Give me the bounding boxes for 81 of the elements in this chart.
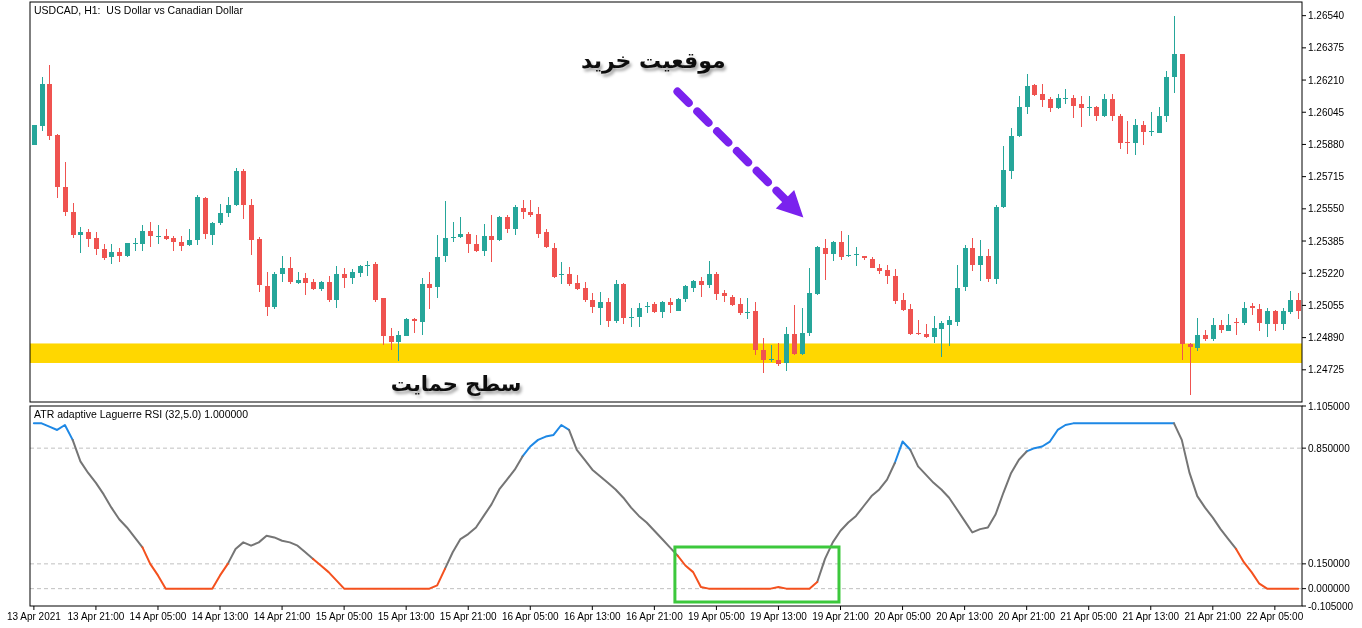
candlestick [629,307,634,328]
candlestick [769,344,774,362]
candlestick [699,276,704,297]
candlestick [939,320,944,358]
x-tick-label: 15 Apr 05:00 [315,611,373,622]
candlestick [458,217,463,238]
candlestick [117,248,122,262]
y-tick-label: 1.24725 [1308,364,1345,376]
candlestick [156,224,161,245]
x-tick-label: 21 Apr 21:00 [1184,611,1242,622]
candlestick [148,222,153,247]
candlestick [1079,95,1084,127]
y-tick-label: 1.26045 [1308,106,1345,118]
candlestick [427,272,432,309]
y-tick-label: -0.105000 [1308,600,1354,612]
candlestick [1125,120,1130,154]
x-tick-label: 13 Apr 21:00 [67,611,125,622]
candlestick [776,343,781,367]
y-tick-label: 0.850000 [1308,442,1351,454]
candlestick [78,226,83,254]
x-tick-label: 16 Apr 13:00 [563,611,622,622]
candlestick [412,318,417,333]
candlestick [1188,343,1193,395]
candlestick [1087,96,1092,116]
y-tick-label: 1.26540 [1308,10,1345,22]
candlestick [521,200,526,220]
x-tick-label: 15 Apr 21:00 [439,611,498,622]
candlestick [745,297,750,319]
y-tick-label: 1.24890 [1308,332,1345,344]
y-tick-label: 1.25715 [1308,171,1345,183]
y-tick-label: 1.25385 [1308,235,1345,247]
candlestick [854,246,859,267]
x-tick-label: 16 Apr 21:00 [626,611,684,622]
y-tick-label: 1.26375 [1308,42,1345,54]
candlestick [559,262,564,284]
x-tick-label: 19 Apr 21:00 [812,611,870,622]
y-tick-label: 1.105000 [1308,400,1351,412]
candlestick [1234,317,1239,336]
x-tick-label: 14 Apr 13:00 [191,611,249,622]
chart-title: ATR adaptive Laguerre RSI (32,5.0) 1.000000 [34,408,249,420]
candlestick [978,240,983,282]
chart-title: USDCAD, H1: US Dollar vs Canadian Dollar [34,4,244,16]
x-tick-label: 15 Apr 13:00 [377,611,435,622]
y-tick-label: 0.000000 [1308,583,1351,595]
candlestick [1063,89,1068,105]
x-tick-label: 19 Apr 13:00 [750,611,808,622]
candlestick [342,268,347,289]
x-tick-label: 20 Apr 13:00 [936,611,994,622]
candlestick [645,302,650,314]
candlestick [489,215,494,262]
y-tick-label: 0.150000 [1308,558,1351,570]
x-tick-label: 19 Apr 05:00 [688,611,746,622]
x-tick-label: 13 Apr 2021 [6,611,62,622]
candlestick [916,319,921,336]
y-tick-label: 1.25220 [1308,267,1345,279]
x-tick-label: 21 Apr 13:00 [1122,611,1180,622]
candlestick [365,260,370,276]
x-tick-label: 21 Apr 05:00 [1060,611,1118,622]
candlestick [823,239,828,280]
y-tick-label: 1.25055 [1308,299,1345,311]
x-tick-label: 14 Apr 05:00 [129,611,187,622]
candlestick [1250,303,1255,315]
band-label: سطح حمایت [390,371,522,396]
x-tick-label: 20 Apr 05:00 [874,611,932,622]
x-tick-label: 22 Apr 05:00 [1246,611,1304,622]
candlestick [451,221,456,242]
candlestick [947,316,952,347]
x-tick-label: 14 Apr 21:00 [253,611,311,622]
y-tick-label: 1.26210 [1308,74,1345,86]
candlestick [598,292,603,326]
x-tick-label: 20 Apr 21:00 [998,611,1056,622]
x-tick-label: 16 Apr 05:00 [501,611,560,622]
y-tick-label: 1.25550 [1308,203,1345,215]
candlestick [1149,112,1154,137]
candlestick [528,200,533,218]
y-tick-label: 1.25880 [1308,138,1345,150]
candlestick [846,235,851,257]
annotation: موقعیت خرید [580,48,726,74]
candlestick [133,237,138,251]
candlestick [668,298,673,314]
candlestick [924,324,929,338]
